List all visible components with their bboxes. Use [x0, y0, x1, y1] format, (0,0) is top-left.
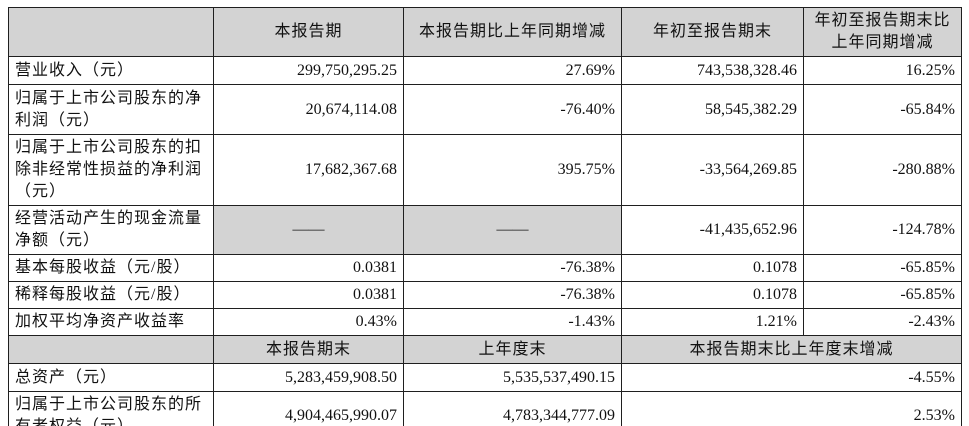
cell-year-to-date: -41,435,652.96 — [621, 205, 804, 255]
row-label: 总资产（元） — [8, 363, 214, 392]
cell-ytd-yoy-change: -124.78% — [803, 205, 962, 255]
cell-current-period: 20,674,114.08 — [213, 84, 404, 135]
cell-ytd-yoy-change: 16.25% — [803, 56, 962, 85]
cell-prev-year-end: 5,535,537,490.15 — [403, 363, 622, 392]
cell-yoy-change: -1.43% — [403, 308, 622, 336]
row-label: 经营活动产生的现金流量净额（元） — [8, 205, 214, 255]
header-row-period-end: 本报告期末 上年度末 本报告期末比上年度末增减 — [8, 335, 962, 364]
cell-year-to-date: 743,538,328.46 — [621, 56, 804, 85]
cell-yoy-change: -76.40% — [403, 84, 622, 135]
cell-year-to-date: 1.21% — [621, 308, 804, 336]
header-cell-blank-2 — [8, 335, 214, 364]
cell-period-end: 5,283,459,908.50 — [213, 363, 404, 392]
financial-summary-table: 本报告期 本报告期比上年同期增减 年初至报告期末 年初至报告期末比上年同期增减 … — [8, 7, 962, 426]
cell-period-end-change: -4.55% — [621, 363, 962, 392]
row-label: 归属于上市公司股东的所有者权益（元） — [8, 391, 214, 426]
header-cell-blank — [8, 7, 214, 57]
header-cell-period-end: 本报告期末 — [213, 335, 404, 364]
cell-current-period: 299,750,295.25 — [213, 56, 404, 85]
header-cell-yoy-change: 本报告期比上年同期增减 — [403, 7, 622, 57]
header-cell-year-to-date: 年初至报告期末 — [621, 7, 804, 57]
row-label: 归属于上市公司股东的扣除非经常性损益的净利润（元） — [8, 134, 214, 206]
header-cell-prev-year-end: 上年度末 — [403, 335, 622, 364]
table-row-revenue: 营业收入（元） 299,750,295.25 27.69% 743,538,32… — [8, 56, 962, 85]
cell-yoy-change-na: —— — [403, 205, 622, 255]
cell-current-period: 0.43% — [213, 308, 404, 336]
cell-current-period: 0.0381 — [213, 254, 404, 282]
row-label: 基本每股收益（元/股） — [8, 254, 214, 282]
cell-current-period: 17,682,367.68 — [213, 134, 404, 206]
table-row-weighted-avg-roe: 加权平均净资产收益率 0.43% -1.43% 1.21% -2.43% — [8, 308, 962, 336]
cell-year-to-date: 58,545,382.29 — [621, 84, 804, 135]
cell-period-end-change: 2.53% — [621, 391, 962, 426]
row-label: 归属于上市公司股东的净利润（元） — [8, 84, 214, 135]
header-cell-period-end-change: 本报告期末比上年度末增减 — [621, 335, 962, 364]
cell-current-period: 0.0381 — [213, 281, 404, 309]
table-row-basic-eps: 基本每股收益（元/股） 0.0381 -76.38% 0.1078 -65.85… — [8, 254, 962, 282]
cell-yoy-change: -76.38% — [403, 281, 622, 309]
table-row-diluted-eps: 稀释每股收益（元/股） 0.0381 -76.38% 0.1078 -65.85… — [8, 281, 962, 309]
table-row-owners-equity: 归属于上市公司股东的所有者权益（元） 4,904,465,990.07 4,78… — [8, 391, 962, 426]
row-label: 加权平均净资产收益率 — [8, 308, 214, 336]
cell-current-period-na: —— — [213, 205, 404, 255]
cell-ytd-yoy-change: -65.85% — [803, 281, 962, 309]
row-label: 稀释每股收益（元/股） — [8, 281, 214, 309]
cell-period-end: 4,904,465,990.07 — [213, 391, 404, 426]
cell-yoy-change: 395.75% — [403, 134, 622, 206]
header-cell-ytd-yoy-change: 年初至报告期末比上年同期增减 — [803, 7, 962, 57]
cell-yoy-change: 27.69% — [403, 56, 622, 85]
header-cell-current-period: 本报告期 — [213, 7, 404, 57]
row-label: 营业收入（元） — [8, 56, 214, 85]
table-row-net-profit: 归属于上市公司股东的净利润（元） 20,674,114.08 -76.40% 5… — [8, 84, 962, 135]
cell-ytd-yoy-change: -2.43% — [803, 308, 962, 336]
table-row-total-assets: 总资产（元） 5,283,459,908.50 5,535,537,490.15… — [8, 363, 962, 392]
table-row-operating-cash-flow: 经营活动产生的现金流量净额（元） —— —— -41,435,652.96 -1… — [8, 205, 962, 255]
cell-yoy-change: -76.38% — [403, 254, 622, 282]
cell-year-to-date: 0.1078 — [621, 281, 804, 309]
header-row-period: 本报告期 本报告期比上年同期增减 年初至报告期末 年初至报告期末比上年同期增减 — [8, 7, 962, 57]
table-row-net-profit-excl-nonrecurring: 归属于上市公司股东的扣除非经常性损益的净利润（元） 17,682,367.68 … — [8, 134, 962, 206]
cell-ytd-yoy-change: -280.88% — [803, 134, 962, 206]
cell-prev-year-end: 4,783,344,777.09 — [403, 391, 622, 426]
cell-year-to-date: 0.1078 — [621, 254, 804, 282]
cell-ytd-yoy-change: -65.85% — [803, 254, 962, 282]
cell-year-to-date: -33,564,269.85 — [621, 134, 804, 206]
cell-ytd-yoy-change: -65.84% — [803, 84, 962, 135]
